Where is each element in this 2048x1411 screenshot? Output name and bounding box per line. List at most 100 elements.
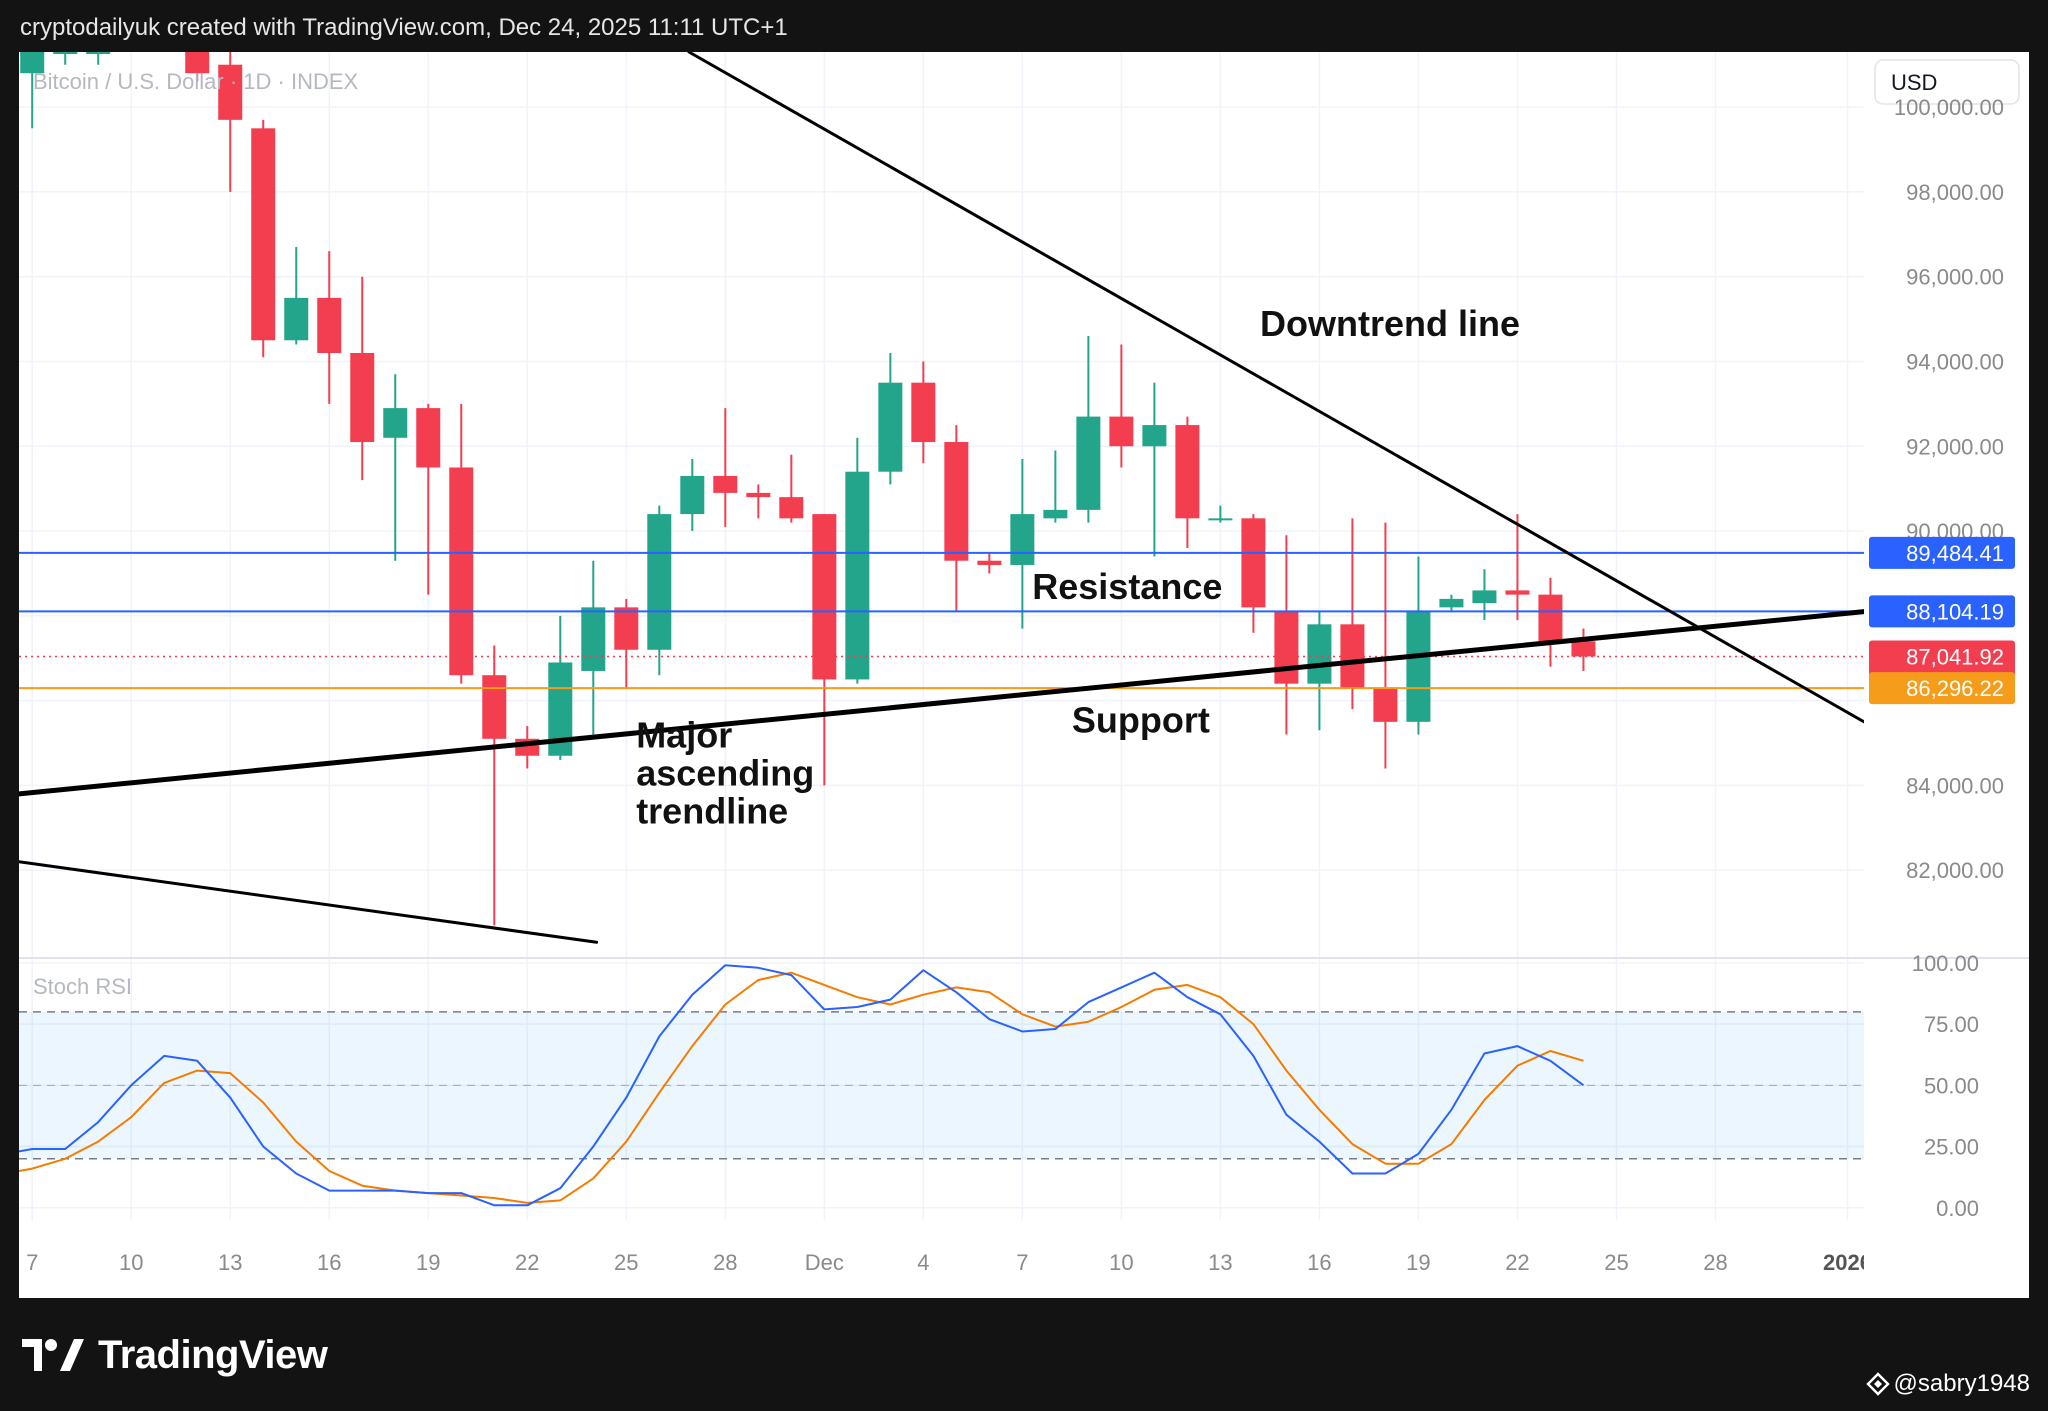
time-axis-tick-label: 28 [1703,1250,1727,1275]
price-chart[interactable]: Downtrend line Resistance Support Major asce… [19,52,2029,1298]
price-axis-tick-label: 100,000.00 [1894,95,2004,120]
candle[interactable] [515,726,540,769]
price-axis-tick-label: 84,000.00 [1906,773,2004,798]
candle-body [86,52,111,54]
price-tag-background [1869,536,2015,569]
resistance-level-tag[interactable]: 88,104.19 [1869,595,2015,628]
support-label[interactable]: Support [1072,699,1210,740]
currency-box[interactable] [1874,59,2020,105]
candle[interactable] [482,645,507,926]
candle[interactable] [449,403,474,684]
candle[interactable] [416,403,441,595]
candle[interactable] [1571,628,1596,671]
candle[interactable] [746,484,771,519]
candle[interactable] [581,560,606,735]
candle[interactable] [251,119,276,358]
candle[interactable] [1043,450,1068,523]
candle-body [218,64,243,120]
candle-body [647,514,672,650]
candle-body [680,475,705,515]
candle-body [20,52,45,74]
candle[interactable] [185,52,210,82]
candle[interactable] [1340,518,1365,710]
candle-body [53,52,78,54]
candle[interactable] [1439,594,1464,612]
downtrend-line[interactable] [687,52,1864,724]
candle-body [449,467,474,676]
major-ascending-trendline[interactable] [19,609,1864,797]
candle[interactable] [680,458,705,532]
time-axis-tick-label: 13 [1208,1250,1232,1275]
price-tag-label: 86,296.22 [1906,676,2004,701]
candle[interactable] [1505,514,1530,621]
candle-body [1538,594,1563,642]
candle[interactable] [779,454,804,523]
candle[interactable] [218,52,243,192]
tradingview-logo[interactable]: TradingView [22,1330,328,1380]
candle[interactable] [20,52,45,129]
candle[interactable] [1472,569,1497,621]
candle[interactable] [647,505,672,676]
candle[interactable] [812,514,837,786]
snapshot-caption: cryptodailyuk created with TradingView.c… [20,14,788,41]
candle[interactable] [1175,416,1200,549]
candle[interactable] [317,251,342,404]
annotations: Downtrend line Resistance Support Major asce… [636,303,1520,831]
candle[interactable] [1010,458,1035,629]
candle[interactable] [845,437,870,684]
major-ascending-trendline-label[interactable]: Major ascending trendline [636,714,814,831]
candle[interactable] [911,361,936,464]
candle[interactable] [1373,522,1398,769]
candle-body [482,675,507,739]
candle[interactable] [944,425,969,612]
candle[interactable] [86,52,111,65]
candle[interactable] [878,353,903,485]
stoch-rsi-axis-tick-label: 100.00 [1912,951,1979,976]
candle[interactable] [1142,382,1167,557]
candle[interactable] [1538,577,1563,667]
candle-body [1373,687,1398,722]
resistance-label[interactable]: Resistance [1032,566,1222,607]
candle[interactable] [1241,514,1266,633]
stoch-rsi-d-line[interactable] [19,971,1584,1204]
candle[interactable] [1076,336,1101,523]
stoch-rsi-pane[interactable]: Stoch RSI 100.00 75.00 50.00 25.00 0.00 [19,951,1979,1221]
resistance-level-upper-tag[interactable]: 89,484.41 [1869,536,2015,569]
candle-body [1241,518,1266,608]
candle[interactable] [383,374,408,561]
candle[interactable] [1406,556,1431,735]
tradingview-brand-text: TradingView [98,1332,328,1377]
candle[interactable] [1109,344,1134,468]
symbol-label[interactable]: Bitcoin / U.S. Dollar · 1D · INDEX [33,69,359,94]
price-axis-tick-label: 94,000.00 [1906,349,2004,374]
stoch-rsi-label[interactable]: Stoch RSI [33,974,132,999]
time-axis-tick-label: 2026 [1823,1250,1872,1275]
candle[interactable] [284,247,309,345]
candle[interactable] [614,598,639,688]
price-tag-label: 89,484.41 [1906,541,2004,566]
top-bar: cryptodailyuk created with TradingView.c… [0,0,2048,52]
currency-selector[interactable]: USD [1874,59,2020,105]
candle-body [1505,590,1530,595]
stoch-rsi-k-line[interactable] [19,964,1585,1207]
candle[interactable] [977,552,1002,574]
time-axis-tick-label: 19 [416,1250,440,1275]
candle[interactable] [1307,611,1332,731]
candle[interactable] [1274,535,1299,735]
chart-panel[interactable]: Downtrend line Resistance Support Major asce… [19,52,2029,1298]
price-axis[interactable]: 100,000.00 98,000.00 96,000.00 94,000.00 92,… [1869,95,2015,883]
stoch-rsi-band [19,1011,1864,1159]
lower-trendline[interactable] [19,860,599,944]
candle[interactable] [1208,505,1233,523]
stoch-rsi-axis-tick-label: 50.00 [1924,1073,1979,1098]
time-axis[interactable]: 7 10 13 16 19 22 25 28 Dec 4 7 10 13 16 19 22 25 28 2026 [26,1224,2029,1298]
candles [20,52,1596,926]
time-axis-tick-label: 28 [713,1250,737,1275]
candle[interactable] [713,408,738,527]
downtrend-line-label[interactable]: Downtrend line [1260,303,1520,344]
candle[interactable] [350,276,375,481]
candle[interactable] [53,52,78,65]
candle-body [251,128,276,341]
time-axis-tick-label: 7 [1016,1250,1028,1275]
support-level-tag[interactable]: 86,296.22 [1869,672,2015,705]
